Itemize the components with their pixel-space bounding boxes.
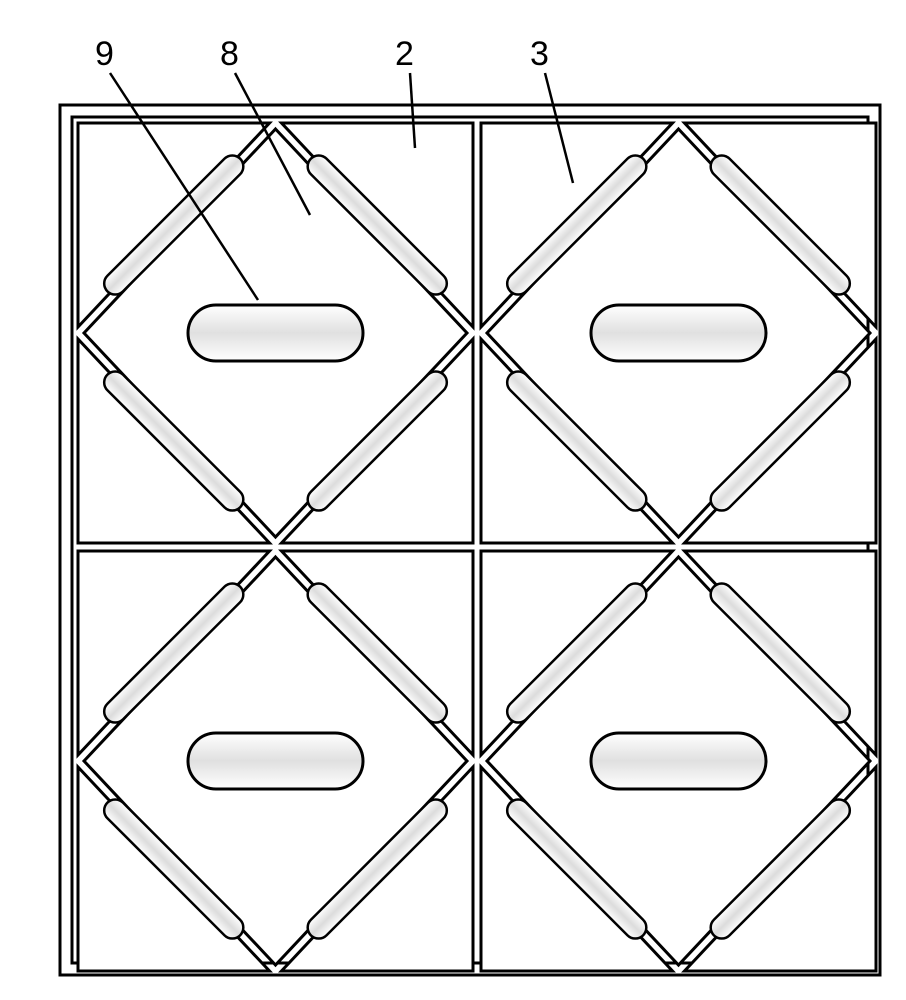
capsule-large <box>188 733 363 789</box>
capsule-large <box>188 305 363 361</box>
label-9: 9 <box>95 35 114 73</box>
diagram-svg: 9 8 2 3 <box>20 20 890 980</box>
diagram-container: 9 8 2 3 <box>20 20 890 980</box>
label-8: 8 <box>220 35 239 73</box>
label-2: 2 <box>395 35 414 73</box>
label-3: 3 <box>530 35 549 73</box>
capsule-large <box>591 733 766 789</box>
capsule-large <box>591 305 766 361</box>
